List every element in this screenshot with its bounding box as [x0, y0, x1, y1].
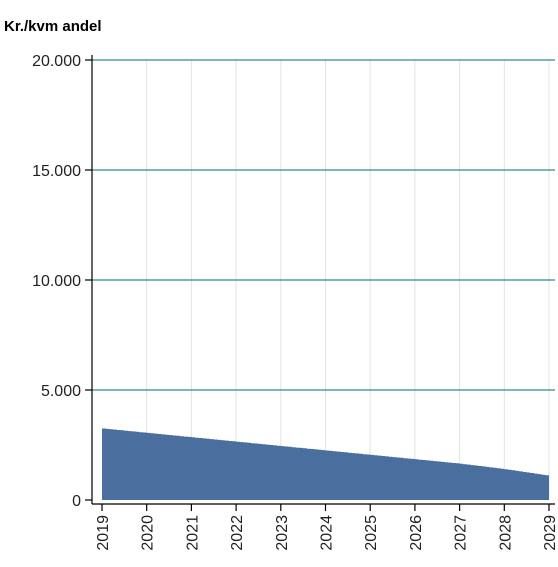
y-tick-label: 20.000: [32, 53, 81, 70]
x-tick-label: 2029: [542, 515, 558, 551]
x-tick-label: 2021: [184, 515, 201, 551]
y-tick-label: 5.000: [41, 383, 81, 400]
x-tick-label: 2024: [319, 515, 336, 551]
x-tick-label: 2025: [363, 515, 380, 551]
horizontal-gridlines: [92, 59, 555, 391]
y-tick-label: 15.000: [32, 163, 81, 180]
y-tick-label: 0: [72, 493, 81, 510]
x-tick-label: 2028: [497, 515, 514, 551]
x-tick-label: 2027: [453, 515, 470, 551]
x-tick-label: 2023: [274, 515, 291, 551]
x-tick-label: 2020: [140, 515, 157, 551]
x-tick-label: 2019: [95, 515, 112, 551]
x-axis-ticks: 2019 2020 2021 2022 2023 2024 2025 2026 2027 2028…: [95, 504, 558, 551]
y-axis-title: Kr./kvm andel: [4, 18, 102, 35]
area-series-1: [102, 428, 549, 500]
y-tick-label: 10.000: [32, 273, 81, 290]
area-series: [102, 428, 549, 500]
y-axis-ticks: 0 5.000 10.000 15.000 20.000: [32, 53, 92, 510]
x-tick-label: 2026: [408, 515, 425, 551]
x-tick-label: 2022: [229, 515, 246, 551]
